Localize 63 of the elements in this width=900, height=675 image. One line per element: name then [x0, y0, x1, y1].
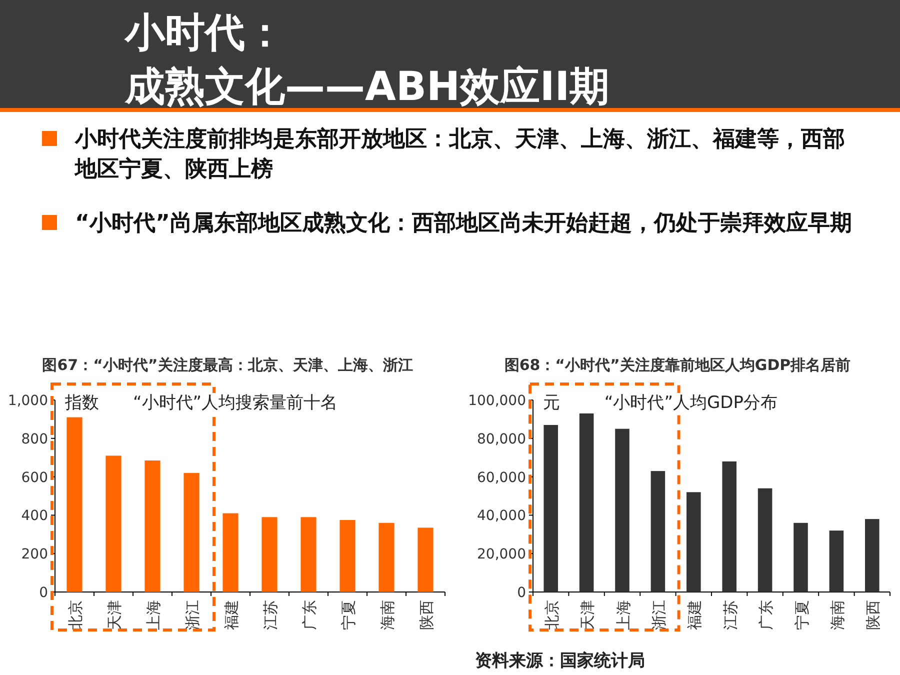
text: 资料来源：国家统计局 [475, 651, 645, 671]
x-tick-label: 陕西 [418, 600, 436, 630]
y-tick-label: 800 [21, 431, 48, 448]
x-tick-label: 上海 [144, 600, 162, 630]
y-tick-label: 1,000 [8, 393, 48, 409]
y-tick-label: 600 [21, 470, 48, 486]
x-tick-label: 江苏 [721, 600, 740, 630]
x-tick-label: 上海 [614, 600, 632, 630]
bar [650, 471, 666, 592]
x-tick-label: 浙江 [650, 600, 668, 630]
x-tick-label: 福建 [686, 600, 704, 630]
x-tick-label: 天津 [106, 600, 124, 630]
bar [418, 528, 434, 592]
y-tick-label: 60,000 [477, 470, 526, 486]
x-tick-label: 陕西 [864, 600, 882, 630]
text: “小时代”尚属东部地区成熟文化：西部地区尚未开始赶超，仍处于崇拜效应早期 [75, 210, 852, 236]
chart-title: 图67：“小时代”关注度最高：北京、天津、上海、浙江 [42, 356, 413, 374]
bar [758, 488, 772, 592]
annotation: 指数 [64, 393, 99, 413]
x-tick-label: 宁夏 [792, 600, 811, 630]
bar [686, 492, 701, 592]
y-tick-label: 20,000 [477, 546, 526, 563]
x-tick-label: 天津 [578, 600, 597, 630]
bar [794, 522, 808, 592]
y-tick-label: 100,000 [468, 393, 526, 409]
bar [300, 517, 316, 592]
y-tick-label: 80,000 [477, 431, 526, 448]
y-tick-label: 400 [21, 508, 48, 524]
bar [378, 522, 394, 592]
bar [544, 424, 558, 592]
annotation: “小时代”人均GDP分布 [604, 393, 778, 413]
x-tick-label: 浙江 [184, 600, 202, 630]
x-tick-label: 江苏 [262, 600, 280, 630]
x-tick-label: 福建 [222, 600, 240, 630]
text: 小时代： [124, 10, 285, 56]
x-tick-label: 宁夏 [340, 600, 358, 630]
bar [340, 520, 356, 592]
x-tick-label: 北京 [542, 600, 561, 630]
chart-title: 图68：“小时代”关注度靠前地区人均GDP排名居前 [504, 356, 851, 374]
x-tick-label: 广东 [300, 600, 318, 630]
bar [722, 461, 736, 592]
bar [106, 456, 122, 592]
x-tick-label: 北京 [66, 600, 84, 630]
text: 成熟文化——ABH效应II期 [124, 64, 610, 110]
bar [865, 519, 880, 592]
x-tick-label: 海南 [378, 600, 396, 630]
text: 小时代关注度前排均是东部开放地区：北京、天津、上海、浙江、福建等，西部地区宁夏、陕西上榜 [74, 126, 845, 182]
y-tick-label: 40,000 [477, 508, 526, 524]
y-tick-label: 0 [39, 585, 48, 601]
x-tick-label: 广东 [757, 600, 776, 630]
bar [144, 460, 160, 592]
bar [615, 428, 630, 592]
annotation: “小时代”人均搜索量前十名 [133, 393, 338, 413]
bar [184, 472, 200, 592]
bar [262, 517, 278, 592]
bar [579, 413, 594, 592]
x-tick-label: 海南 [828, 600, 846, 630]
y-tick-label: 200 [21, 546, 48, 563]
bar [222, 513, 238, 592]
bar [829, 530, 844, 592]
bar [66, 417, 82, 592]
y-tick-label: 0 [517, 585, 526, 601]
annotation: 元 [543, 393, 560, 413]
